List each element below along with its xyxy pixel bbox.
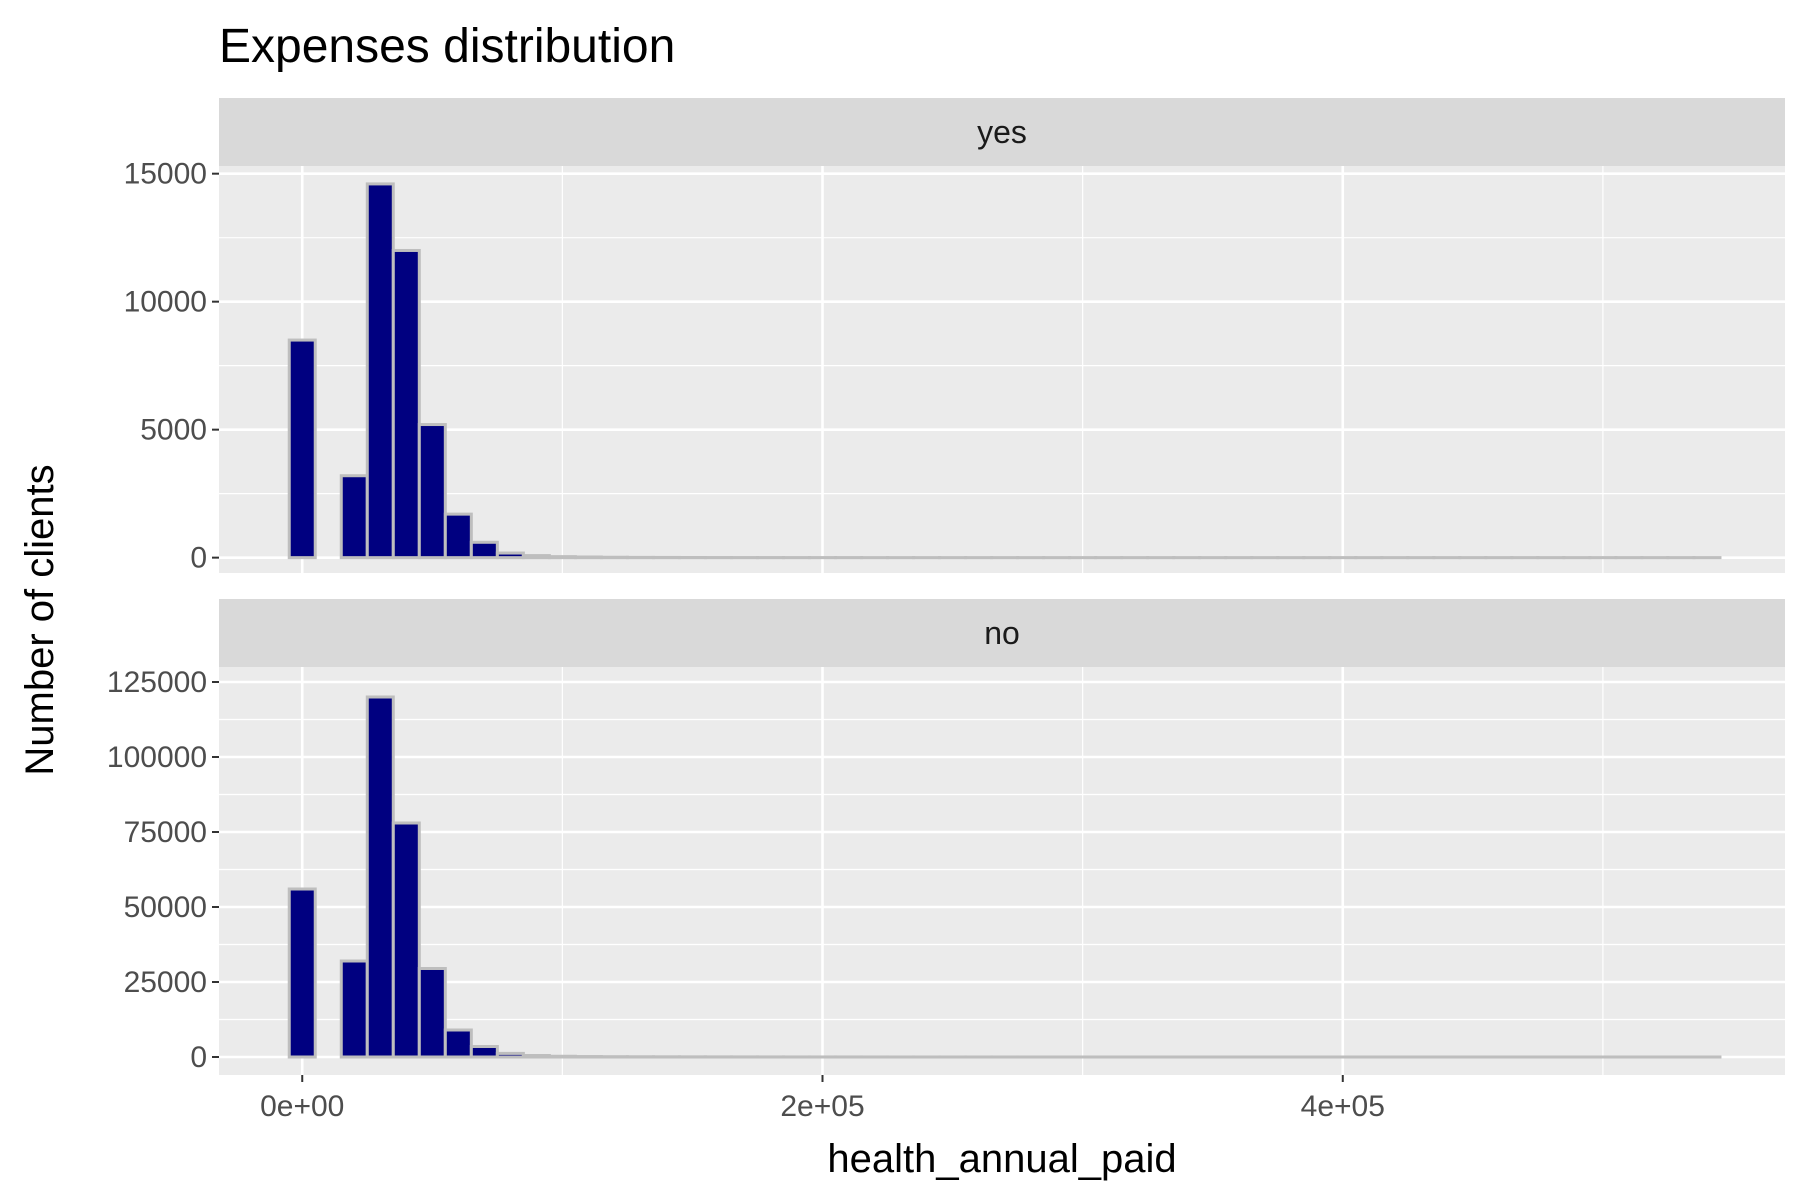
- histogram-bar: [521, 1054, 551, 1059]
- bars-yes: [287, 182, 1722, 560]
- bars-no: [287, 695, 1722, 1059]
- histogram-bar: [443, 512, 473, 560]
- histogram-bar: [287, 338, 317, 560]
- strip-label-no: no: [984, 615, 1020, 651]
- y-tick-label: 25000: [124, 966, 207, 999]
- histogram-bar: [339, 959, 369, 1059]
- histogram-bar: [521, 554, 551, 560]
- histogram-bar: [417, 967, 447, 1059]
- histogram-bar: [495, 1051, 525, 1059]
- strip-label-yes: yes: [977, 114, 1027, 150]
- x-axis-title: health_annual_paid: [827, 1137, 1176, 1181]
- histogram-bar: [287, 887, 317, 1059]
- histogram-bar: [339, 474, 369, 560]
- y-tick-label: 125000: [107, 666, 207, 699]
- histogram-bar: [365, 695, 395, 1059]
- panel-background-yes: [219, 166, 1785, 573]
- histogram-bar: [547, 555, 577, 560]
- y-tick-label: 10000: [124, 286, 207, 319]
- histogram-bar: [391, 248, 421, 560]
- y-tick-label: 5000: [140, 414, 207, 447]
- panel-background-no: [219, 667, 1785, 1075]
- histogram-bar: [469, 540, 499, 560]
- histogram-bar: [547, 1054, 577, 1059]
- strip-background-yes: [219, 98, 1785, 166]
- y-tick-label: 0: [190, 542, 207, 575]
- histogram-bar: [391, 821, 421, 1059]
- x-tick-label: 2e+05: [780, 1090, 864, 1123]
- histogram-bar: [417, 423, 447, 560]
- chart-title: Expenses distribution: [219, 20, 675, 73]
- y-tick-label: 75000: [124, 816, 207, 849]
- histogram-bar: [469, 1045, 499, 1059]
- histogram-bar: [495, 551, 525, 560]
- y-tick-label: 15000: [124, 158, 207, 191]
- panel-no: no 0 25000 50000 75000 100000 125000: [107, 599, 1785, 1075]
- x-axis: 0e+00 2e+05 4e+05: [260, 1075, 1385, 1123]
- panel-yes: yes 0 5000 10000 15000: [124, 98, 1785, 575]
- strip-background-no: [219, 599, 1785, 667]
- y-axis-yes: 0 5000 10000 15000: [124, 158, 219, 575]
- x-tick-label: 4e+05: [1301, 1090, 1385, 1123]
- histogram-bar: [443, 1028, 473, 1059]
- y-tick-label: 0: [190, 1041, 207, 1074]
- y-tick-label: 50000: [124, 891, 207, 924]
- histogram-bar: [573, 555, 603, 560]
- histogram-bar: [365, 182, 395, 560]
- y-tick-label: 100000: [107, 741, 207, 774]
- x-tick-label: 0e+00: [260, 1090, 344, 1123]
- y-axis-no: 0 25000 50000 75000 100000 125000: [107, 666, 219, 1074]
- y-axis-title: Number of clients: [18, 464, 62, 775]
